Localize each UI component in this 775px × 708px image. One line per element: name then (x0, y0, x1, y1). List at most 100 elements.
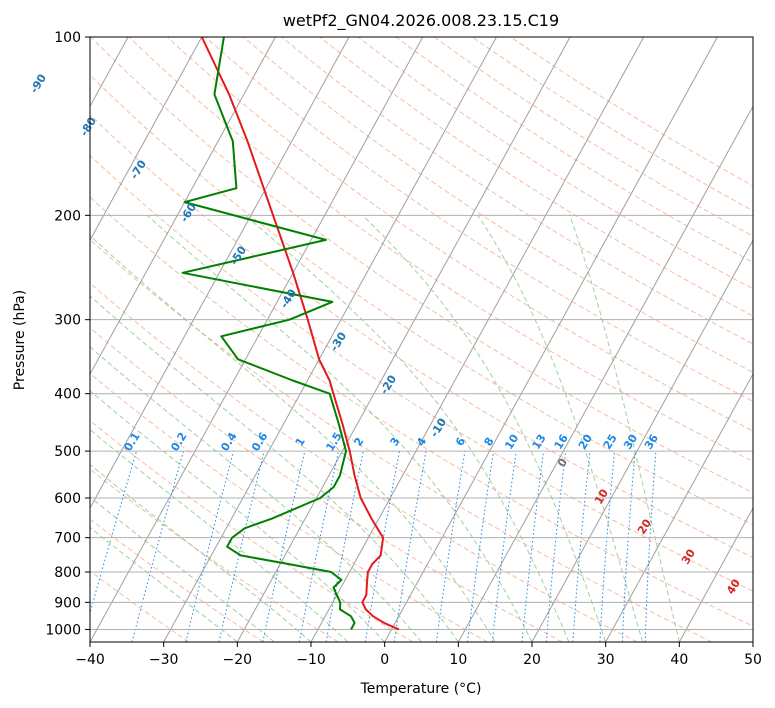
isotherm-line (236, 37, 571, 642)
mixing-ratio-label: 25 (601, 432, 620, 452)
plot-frame (89, 36, 754, 643)
chart-title: wetPf2_GN04.2026.008.23.15.C19 (283, 11, 559, 31)
moist-adiabat-line (569, 215, 680, 642)
moist-adiabat-line (90, 428, 349, 642)
dry-adiabat-line (243, 37, 753, 373)
moist-adiabat-line (90, 346, 422, 642)
x-tick-label: 20 (523, 652, 541, 668)
temperature-line (200, 37, 400, 631)
y-axis-label: Pressure (hPa) (12, 290, 28, 390)
dewpoint-line (181, 37, 356, 630)
moist-adiabat-line (90, 390, 386, 642)
moist-adiabat-label: 40 (724, 577, 743, 597)
mixing-ratio-label: 20 (576, 432, 595, 452)
y-tick-label: 400 (54, 387, 81, 403)
x-tick-label: −10 (296, 652, 326, 668)
dry-adiabat-line (434, 37, 753, 237)
isotherm-line (678, 507, 753, 642)
x-tick-label: −30 (149, 652, 179, 668)
y-tick-label: 500 (54, 444, 81, 460)
dry-adiabat-line (281, 37, 753, 345)
mixing-ratio-label: 10 (502, 432, 521, 452)
dry-adiabat-line (90, 114, 753, 559)
mixing-ratio-line (131, 450, 184, 642)
mixing-ratio-line (467, 451, 494, 642)
mixing-ratio-label: 4 (414, 435, 429, 449)
dry-adiabat-line (128, 37, 753, 463)
isotherm-line (90, 37, 424, 642)
dry-adiabat-line (90, 282, 638, 642)
dry-adiabat-line (357, 37, 753, 290)
mixing-ratio-label: 2 (351, 435, 366, 448)
dry-adiabat-line (510, 37, 753, 187)
mixing-ratio-line (621, 451, 636, 642)
dry-adiabat-line (90, 238, 712, 642)
moist-adiabat-label: 30 (679, 547, 698, 567)
isotherm-label: -30 (328, 330, 350, 354)
mixing-ratio-label: 30 (621, 432, 640, 452)
mixing-ratio-line (521, 451, 545, 642)
moist-adiabat-line (146, 214, 533, 642)
x-tick-label: 0 (380, 652, 389, 668)
y-tick-label: 300 (54, 313, 81, 329)
mixing-ratio-line (298, 450, 339, 642)
isotherm-label: -10 (428, 416, 450, 440)
mixing-ratio-line (218, 450, 265, 642)
moist-adiabat-line (90, 295, 459, 642)
y-tick-label: 700 (54, 531, 81, 547)
y-tick-label: 900 (54, 595, 81, 611)
moist-adiabat-line (90, 234, 496, 642)
x-tick-label: 30 (597, 652, 615, 668)
isotherm-line (310, 37, 645, 642)
mixing-ratio-label: 0.6 (249, 430, 271, 454)
x-axis-label: Temperature (°C) (360, 681, 482, 697)
line-labels: -100-90-80-70-60-50-40-30-20-100.10.20.4… (0, 25, 743, 596)
mixing-ratio-line (545, 451, 567, 642)
mixing-ratio-label: 3 (388, 435, 403, 448)
moist-adiabat-line (90, 496, 275, 642)
dry-adiabat-line (204, 37, 753, 402)
y-axis-ticks: 1000 900 800 700 600 500 400 300 200 100 (45, 30, 90, 638)
mixing-ratio-label: 16 (552, 432, 571, 452)
mixing-ratio-label: 1 (293, 435, 308, 448)
moist-adiabat-line (362, 214, 607, 642)
y-tick-label: 200 (54, 208, 81, 224)
isotherm-line (457, 105, 753, 642)
x-tick-label: −20 (223, 652, 253, 668)
dry-adiabat-line (90, 326, 563, 642)
dry-adiabat-line (90, 154, 753, 592)
isotherm-label: -40 (278, 287, 300, 311)
mixing-ratio-line (435, 451, 466, 642)
x-tick-label: −40 (75, 652, 105, 668)
moist-adiabat-line (90, 463, 312, 642)
dry-adiabat-line (319, 37, 753, 317)
mixing-ratio-line (572, 451, 591, 642)
mixing-ratio-line (325, 450, 364, 642)
isotherm-label: -70 (128, 158, 150, 182)
mixing-ratio-label: 6 (453, 435, 468, 449)
x-tick-label: 40 (670, 652, 688, 668)
isotherm-label: -20 (378, 373, 400, 397)
isotherm-line (752, 640, 753, 642)
y-tick-label: 600 (54, 491, 81, 507)
isotherm-line (90, 37, 276, 376)
dry-adiabat-line (90, 518, 264, 642)
sounding-traces (181, 37, 400, 631)
dry-adiabat-line (90, 372, 488, 642)
x-axis-ticks: −40 −30 −20 −10 0 10 20 30 40 50 (75, 642, 762, 668)
mixing-ratio-label: 36 (642, 432, 661, 452)
isotherm-line (90, 37, 350, 510)
moist-adiabat-line (90, 526, 238, 642)
isotherm-label: -90 (28, 72, 50, 96)
isotherm-label: -100 (0, 25, 1, 56)
x-tick-label: 50 (744, 652, 762, 668)
isotherm-line (531, 239, 753, 642)
mixing-ratio-line (185, 450, 234, 642)
mixing-ratio-line (393, 451, 427, 642)
moist-adiabat-line (245, 214, 570, 642)
mixing-ratio-line (90, 450, 137, 615)
y-tick-label: 1000 (45, 622, 81, 638)
mixing-ratio-line (491, 451, 517, 642)
y-tick-label: 100 (54, 30, 81, 46)
